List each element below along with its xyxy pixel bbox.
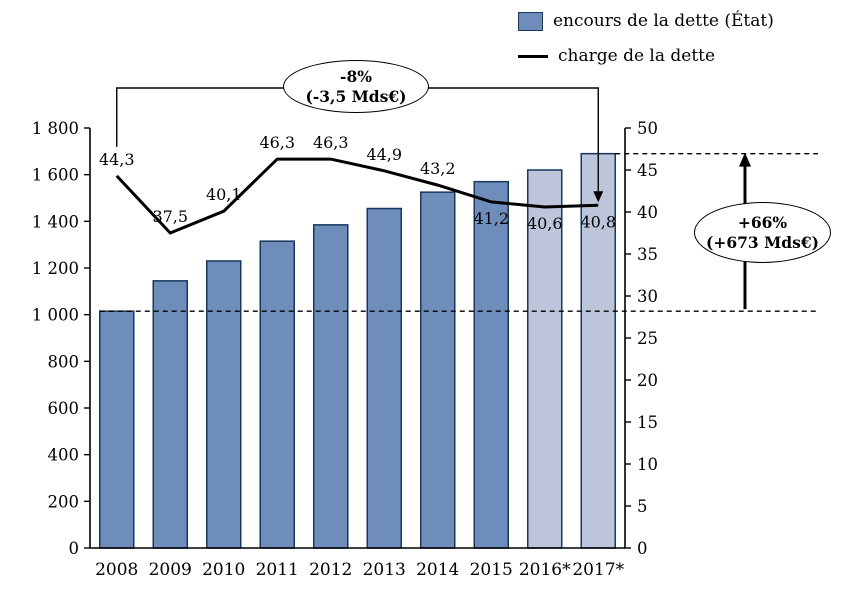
legend: encours de la dette (État) charge de la … (518, 11, 774, 66)
line-data-label: 40,8 (580, 212, 616, 231)
line-data-label: 46,3 (313, 133, 349, 152)
left-axis-label: 1 000 (32, 306, 79, 325)
left-axis-label: 1 400 (32, 212, 79, 231)
annotation-bar-change: +66% (+673 Mds€) (694, 202, 831, 263)
bracket-arrowhead-down (593, 191, 604, 203)
bar-2014 (420, 191, 456, 549)
bar-2013 (366, 207, 402, 549)
right-axis-label: 20 (637, 371, 658, 390)
left-axis-label: 1 600 (32, 166, 79, 185)
left-axis-label: 800 (48, 352, 80, 371)
x-axis-label: 2013 (363, 560, 406, 580)
bar-2017* (580, 152, 616, 549)
bar-2008 (99, 310, 135, 549)
annotation-line-change-pct: -8% (340, 67, 372, 87)
line-series-swatch (518, 54, 548, 58)
bar-2011 (259, 240, 295, 549)
left-axis-label: 1 800 (32, 119, 79, 138)
x-axis-label: 2016* (519, 560, 571, 580)
left-axis-label: 0 (69, 539, 80, 558)
bar-series-label: encours de la dette (État) (553, 11, 774, 31)
bar-2009 (152, 280, 188, 549)
right-axis-label: 35 (637, 245, 658, 264)
right-axis-label: 15 (637, 413, 658, 432)
bar-series-swatch (518, 11, 543, 31)
growth-arrowhead-up (739, 152, 751, 167)
annotation-bar-change-pct: +66% (737, 213, 788, 233)
x-axis-label: 2015 (470, 560, 513, 580)
annotation-bar-change-amount: (+673 Mds€) (706, 232, 819, 252)
x-axis-label: 2014 (416, 560, 459, 580)
annotation-line-change: -8% (-3,5 Mds€) (283, 60, 429, 113)
line-data-label: 40,1 (206, 185, 242, 204)
line-data-label: 44,9 (366, 145, 402, 164)
right-axis-label: 40 (637, 203, 658, 222)
x-axis-label: 2008 (95, 560, 138, 580)
bar-2010 (206, 260, 242, 549)
right-axis-label: 25 (637, 329, 658, 348)
x-axis-label: 2017* (572, 560, 624, 580)
right-axis-label: 10 (637, 455, 658, 474)
line-data-label: 40,6 (527, 214, 563, 233)
line-data-label: 44,3 (99, 150, 135, 169)
right-axis-label: 0 (637, 539, 648, 558)
left-axis-label: 1 200 (32, 259, 79, 278)
left-axis-label: 400 (48, 446, 80, 465)
x-axis-label: 2012 (309, 560, 352, 580)
right-axis-label: 45 (637, 161, 658, 180)
legend-item-bars: encours de la dette (État) (518, 11, 774, 31)
legend-item-line: charge de la dette (518, 46, 774, 66)
line-data-label: 43,2 (420, 159, 456, 178)
line-data-label: 46,3 (259, 133, 295, 152)
line-series-label: charge de la dette (558, 46, 716, 66)
left-axis-label: 600 (48, 399, 80, 418)
bar-2016* (527, 169, 563, 549)
left-axis-label: 200 (48, 492, 80, 511)
bar-2012 (313, 224, 349, 549)
annotation-line-change-amount: (-3,5 Mds€) (305, 86, 407, 106)
line-data-label: 41,2 (473, 209, 509, 228)
x-axis-label: 2009 (149, 560, 192, 580)
right-axis-label: 50 (637, 119, 658, 138)
bar-2015 (473, 180, 509, 549)
x-axis-label: 2011 (256, 560, 299, 580)
line-charge-de-la-dette (115, 157, 599, 235)
right-axis-label: 30 (637, 287, 658, 306)
right-axis-label: 5 (637, 497, 648, 516)
line-data-label: 37,5 (152, 207, 188, 226)
x-axis-label: 2010 (202, 560, 245, 580)
